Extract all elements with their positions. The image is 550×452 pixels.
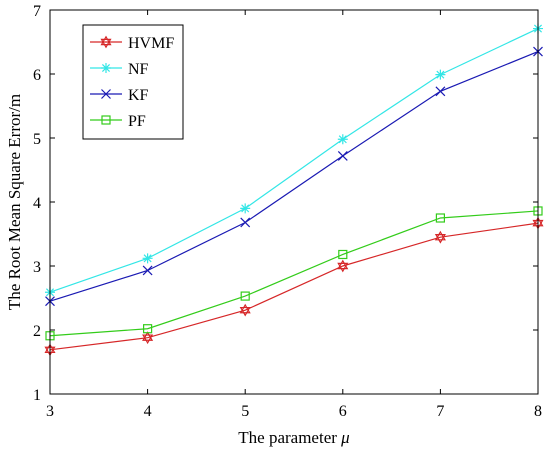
plot-frame [49, 9, 539, 395]
x-tick-label: 6 [339, 403, 347, 420]
data-point [337, 259, 349, 273]
series-layer [44, 23, 544, 357]
legend-label: NF [128, 61, 149, 78]
series-line [49, 210, 539, 337]
data-point [338, 249, 348, 260]
series-line [49, 51, 539, 302]
legend-entry: NF [90, 61, 149, 78]
series-line [49, 222, 539, 351]
x-tick-label: 4 [144, 403, 152, 420]
series-line [49, 28, 539, 293]
y-tick-label: 5 [33, 131, 41, 148]
y-tick-label: 3 [33, 259, 41, 276]
x-axis-label: The parameter μ [238, 428, 349, 447]
legend: HVMF NF KF PF [82, 24, 184, 140]
legend-label: KF [128, 87, 149, 104]
legend-marker [101, 89, 111, 99]
data-point [240, 203, 251, 214]
x-tick-label: 7 [436, 403, 444, 420]
y-tick-label: 1 [33, 387, 41, 404]
data-point [435, 213, 445, 223]
data-point [337, 134, 348, 145]
legend-marker [100, 35, 112, 49]
data-point [143, 324, 153, 334]
legend-label: PF [128, 113, 146, 130]
legend-marker [101, 63, 111, 73]
x-axis: 3 4 5 6 7 8 [46, 10, 542, 420]
data-point [142, 331, 154, 345]
y-tick-label: 4 [33, 195, 41, 212]
legend-entry: PF [90, 113, 146, 130]
x-tick-label: 3 [46, 403, 54, 420]
legend-entry: HVMF [90, 35, 174, 52]
y-tick-label: 7 [33, 3, 41, 20]
data-point [239, 303, 251, 317]
data-point [142, 253, 153, 264]
data-point [434, 230, 446, 244]
data-point [240, 291, 250, 301]
data-point [337, 150, 348, 161]
series-kf [45, 46, 543, 307]
data-point [435, 86, 446, 97]
x-tick-label: 8 [534, 403, 542, 420]
legend-marker [101, 115, 111, 125]
legend-label: HVMF [128, 35, 174, 52]
y-axis: 1 2 3 4 5 6 7 [33, 3, 538, 404]
x-tick-label: 5 [241, 403, 249, 420]
y-tick-label: 6 [33, 67, 41, 84]
data-point [435, 69, 446, 80]
data-point [142, 265, 153, 276]
y-tick-label: 2 [33, 323, 41, 340]
legend-entry: KF [90, 87, 149, 104]
data-point [240, 217, 251, 228]
y-axis-label: The Root Mean Square Error/m [5, 94, 24, 310]
